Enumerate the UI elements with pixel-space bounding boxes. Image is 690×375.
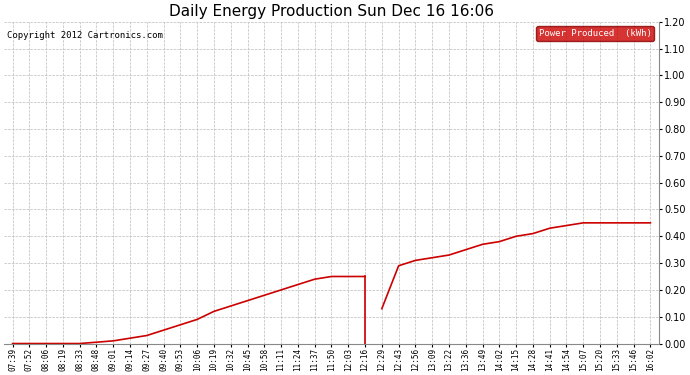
Text: Copyright 2012 Cartronics.com: Copyright 2012 Cartronics.com [8, 32, 164, 40]
Title: Daily Energy Production Sun Dec 16 16:06: Daily Energy Production Sun Dec 16 16:06 [169, 4, 494, 19]
Legend: Power Produced  (kWh): Power Produced (kWh) [536, 26, 654, 40]
